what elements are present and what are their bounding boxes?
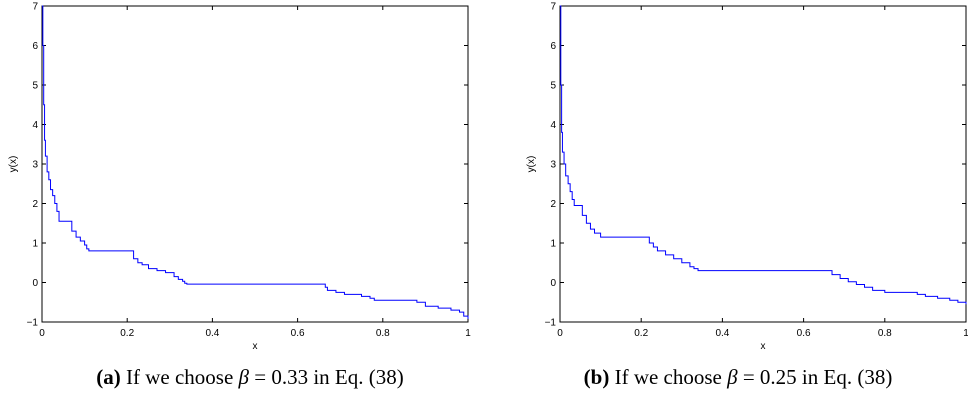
x-tick-label: 0.2 [634, 328, 648, 339]
y-tick-label: 3 [32, 160, 38, 171]
x-tick-label: 0.6 [291, 328, 305, 339]
x-tick-label: 0.4 [205, 328, 219, 339]
x-axis-label: x [761, 341, 766, 352]
chart-panel-b: 0 0.2 0.4 0.6 0.8 1 −1 0 1 2 3 4 5 6 7 x y(x) [490, 0, 968, 360]
y-tick-label: 6 [550, 41, 556, 52]
caption-b-label: (b) [583, 365, 610, 389]
x-tick-label: 0.8 [878, 328, 892, 339]
caption-b-text-before: If we choose [609, 365, 728, 389]
y-tick-label: 2 [550, 199, 556, 210]
y-tick-label: 0 [550, 278, 556, 289]
y-tick-label: 5 [550, 81, 556, 92]
x-tick-label: 0.4 [715, 328, 729, 339]
series-line [560, 5, 967, 305]
x-tick-label: 0.2 [120, 328, 134, 339]
chart-panel-a: 0 0.2 0.4 0.6 0.8 1 −1 0 1 2 3 4 5 6 7 x y(x) [0, 0, 471, 360]
y-tick-label: 7 [550, 2, 556, 13]
caption-a-beta: β [238, 365, 249, 389]
x-tick-label: 0 [557, 328, 563, 339]
y-tick-label: −1 [545, 318, 557, 329]
x-axis-label: x [253, 341, 258, 352]
y-tick-label: 1 [32, 239, 38, 250]
x-tick-label: 0 [39, 328, 45, 339]
y-tick-label: −1 [27, 318, 39, 329]
y-tick-label: 0 [32, 278, 38, 289]
caption-a-text-after: = 0.33 in Eq. (38) [249, 365, 404, 389]
y-tick-label: 6 [32, 41, 38, 52]
y-tick-label: 4 [550, 120, 556, 131]
y-tick-label: 3 [550, 160, 556, 171]
y-tick-label: 2 [32, 199, 38, 210]
y-tick-label: 5 [32, 81, 38, 92]
plot-frame [559, 5, 967, 323]
caption-b-beta: β [727, 365, 738, 389]
y-tick-label: 7 [32, 2, 38, 13]
x-tick-label: 0.6 [797, 328, 811, 339]
y-axis-label: y(x) [526, 156, 537, 173]
y-tick-label: 1 [550, 239, 556, 250]
series-line [42, 5, 469, 319]
caption-a-text-before: If we choose [120, 365, 239, 389]
y-tick-label: 4 [32, 120, 38, 131]
caption-a: (a) If we choose β = 0.33 in Eq. (38) [30, 365, 470, 405]
caption-a-label: (a) [96, 365, 121, 389]
x-tick-label: 0.8 [376, 328, 390, 339]
x-tick-label: 1 [963, 328, 968, 339]
y-axis-label: y(x) [8, 156, 19, 173]
x-tick-label: 1 [465, 328, 471, 339]
caption-b-text-after: = 0.25 in Eq. (38) [737, 365, 893, 389]
caption-b: (b) If we choose β = 0.25 in Eq. (38) [518, 365, 958, 405]
plot-frame [41, 5, 469, 323]
